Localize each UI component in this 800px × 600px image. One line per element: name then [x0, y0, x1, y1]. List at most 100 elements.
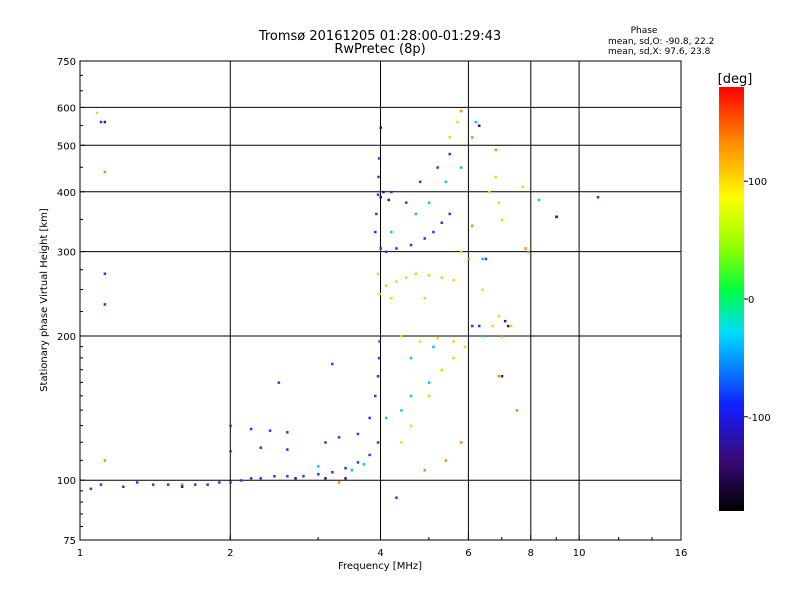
- data-point: [376, 193, 380, 196]
- colorbar-tick-label: -100: [748, 413, 771, 424]
- data-point: [460, 250, 463, 254]
- data-point: [500, 335, 504, 338]
- data-point: [448, 152, 451, 156]
- y-axis-ticks: 75 100 200 300 400 500 600 750: [57, 57, 85, 547]
- data-point: [524, 247, 527, 250]
- data-point: [377, 157, 381, 160]
- data-point: [376, 272, 380, 275]
- chart-title: Tromsø 20161205 01:28:00-01:29:43: [258, 29, 501, 44]
- data-point: [151, 483, 155, 486]
- data-point: [596, 196, 600, 199]
- data-point: [194, 483, 197, 486]
- data-point: [324, 477, 327, 480]
- data-point: [527, 250, 530, 254]
- data-point: [497, 375, 501, 378]
- data-point: [229, 424, 232, 428]
- data-point: [286, 431, 289, 434]
- data-point: [384, 284, 388, 287]
- data-point: [374, 230, 377, 234]
- data-point: [103, 459, 107, 462]
- data-point: [471, 324, 474, 328]
- data-point: [374, 394, 377, 398]
- colorbar-ticks: 100 0 -100: [744, 177, 771, 424]
- data-point: [362, 463, 366, 466]
- data-point: [409, 394, 413, 398]
- data-point: [395, 496, 398, 499]
- data-point: [423, 469, 426, 472]
- data-point: [331, 471, 334, 474]
- data-point: [456, 120, 459, 124]
- data-point: [206, 483, 209, 486]
- data-point: [331, 362, 334, 366]
- data-point: [259, 446, 262, 449]
- data-point: [350, 469, 354, 472]
- data-point: [452, 356, 455, 360]
- phase-stats-o: mean, sd,O: -90.8, 22.2: [608, 37, 714, 47]
- data-point: [375, 212, 378, 216]
- data-point: [444, 180, 448, 184]
- data-point: [436, 337, 439, 340]
- data-point: [509, 324, 513, 328]
- x-axis-label: Frequency [MHz]: [338, 561, 422, 572]
- data-point: [405, 276, 408, 279]
- data-point: [395, 280, 398, 283]
- data-point: [452, 340, 455, 343]
- data-point: [440, 221, 443, 224]
- y-tick-label: 600: [57, 103, 76, 114]
- data-point: [302, 475, 305, 478]
- data-point: [497, 315, 501, 318]
- data-point: [400, 409, 403, 412]
- data-point: [249, 477, 253, 480]
- colorbar: [719, 87, 744, 511]
- data-point: [452, 278, 455, 282]
- data-point: [379, 196, 382, 199]
- data-point: [356, 432, 360, 436]
- data-point: [103, 303, 107, 306]
- data-point: [427, 381, 431, 384]
- data-point: [259, 477, 262, 480]
- data-point: [166, 483, 170, 486]
- data-point: [103, 120, 107, 124]
- data-point: [317, 465, 320, 468]
- data-point: [384, 250, 388, 254]
- data-point: [491, 324, 494, 328]
- data-point: [488, 190, 491, 194]
- data-point: [515, 409, 519, 412]
- data-point: [500, 375, 504, 378]
- data-point: [379, 247, 382, 250]
- x-tick-label: 2: [227, 548, 233, 559]
- chart-subtitle: RwPretec (8p): [334, 42, 425, 57]
- data-point: [99, 120, 103, 124]
- data-points: [89, 109, 600, 499]
- y-tick-label: 100: [57, 476, 76, 487]
- data-point: [537, 198, 541, 202]
- data-point: [277, 381, 281, 384]
- data-point: [481, 335, 484, 338]
- x-tick-label: 8: [528, 548, 534, 559]
- x-tick-label: 1: [77, 548, 83, 559]
- data-point: [239, 479, 243, 482]
- data-point: [317, 473, 320, 476]
- data-point: [376, 375, 380, 378]
- colorbar-tick-label: 100: [748, 177, 767, 188]
- data-point: [481, 257, 484, 261]
- data-point: [555, 215, 558, 219]
- data-point: [103, 170, 107, 174]
- data-point: [294, 477, 297, 480]
- data-point: [382, 190, 385, 194]
- data-point: [344, 467, 347, 470]
- y-tick-label: 300: [57, 248, 76, 259]
- y-tick-label: 400: [57, 188, 76, 199]
- data-point: [444, 459, 448, 462]
- data-point: [324, 441, 327, 444]
- data-point: [135, 481, 139, 484]
- x-tick-label: 16: [675, 548, 688, 559]
- data-point: [497, 201, 501, 204]
- y-tick-label: 200: [57, 332, 76, 343]
- y-tick-label: 750: [57, 57, 76, 68]
- data-point: [379, 126, 382, 129]
- data-point: [467, 257, 470, 261]
- x-tick-label: 4: [377, 548, 383, 559]
- data-point: [432, 230, 435, 234]
- data-point: [405, 201, 408, 204]
